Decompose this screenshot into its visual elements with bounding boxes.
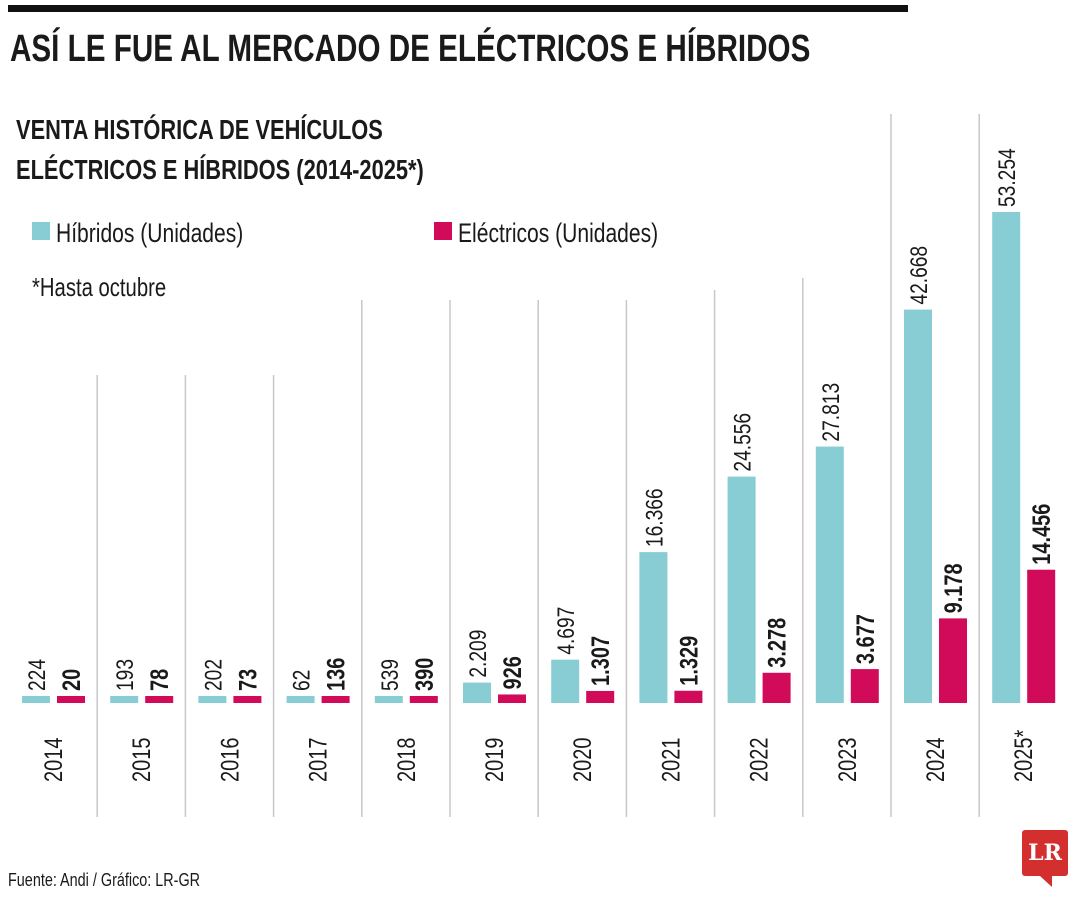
bar-electric bbox=[233, 696, 262, 703]
source-credit: Fuente: Andi / Gráfico: LR-GR bbox=[8, 870, 201, 890]
value-label-hybrid: 2.209 bbox=[464, 630, 492, 678]
bar-electric bbox=[850, 669, 879, 703]
year-label: 2020 bbox=[569, 738, 597, 782]
value-label-hybrid: 53.254 bbox=[993, 148, 1021, 207]
bar-hybrid bbox=[551, 659, 580, 703]
value-label-hybrid: 4.697 bbox=[552, 607, 580, 655]
chart-note: *Hasta octubre bbox=[32, 272, 167, 302]
year-label: 2024 bbox=[922, 738, 950, 782]
value-label-electric: 73 bbox=[234, 669, 262, 691]
value-label-hybrid: 27.813 bbox=[817, 383, 845, 442]
value-label-hybrid: 16.366 bbox=[640, 488, 668, 547]
bar-electric bbox=[57, 696, 85, 703]
value-label-hybrid: 539 bbox=[376, 659, 404, 691]
year-label: 2025* bbox=[1010, 730, 1038, 782]
bar-electric bbox=[145, 696, 174, 703]
bar-electric bbox=[762, 672, 791, 703]
bar-hybrid bbox=[286, 696, 315, 703]
bar-hybrid bbox=[904, 309, 932, 703]
year-label: 2019 bbox=[481, 738, 509, 782]
value-label-electric: 926 bbox=[499, 656, 527, 689]
bar-electric bbox=[586, 690, 615, 703]
bar-electric bbox=[409, 696, 438, 703]
value-label-electric: 1.329 bbox=[675, 636, 703, 686]
bar-electric bbox=[498, 694, 526, 703]
bar-electric bbox=[1027, 569, 1056, 703]
legend-label-electric: Eléctricos (Unidades) bbox=[458, 218, 659, 248]
value-label-electric: 9.178 bbox=[940, 563, 968, 613]
page-title: ASÍ LE FUE AL MERCADO DE ELÉCTRICOS E HÍ… bbox=[10, 28, 811, 70]
bar-hybrid bbox=[198, 696, 227, 703]
lr-logo: LR bbox=[1022, 830, 1068, 876]
bar-hybrid bbox=[992, 212, 1021, 703]
bar-hybrid bbox=[815, 446, 844, 703]
value-label-electric: 136 bbox=[323, 658, 351, 691]
year-label: 2015 bbox=[128, 738, 156, 782]
bar-hybrid bbox=[639, 552, 668, 703]
bar-electric bbox=[939, 618, 967, 703]
bar-hybrid bbox=[22, 696, 50, 703]
legend-swatch-electric bbox=[434, 222, 452, 240]
chart-title-line-2: ELÉCTRICOS E HÍBRIDOS (2014-2025*) bbox=[16, 154, 424, 185]
value-label-hybrid: 224 bbox=[23, 659, 51, 691]
value-label-hybrid: 193 bbox=[111, 659, 139, 691]
value-label-electric: 78 bbox=[146, 669, 174, 691]
value-label-electric: 3.278 bbox=[764, 618, 792, 668]
chart-title-line-1: VENTA HISTÓRICA DE VEHÍCULOS bbox=[16, 114, 383, 145]
bar-hybrid bbox=[374, 696, 403, 703]
value-label-hybrid: 42.668 bbox=[905, 246, 933, 305]
value-label-hybrid: 24.556 bbox=[729, 413, 757, 472]
value-label-electric: 390 bbox=[411, 658, 439, 691]
year-label: 2023 bbox=[834, 738, 862, 782]
year-label: 2021 bbox=[657, 738, 685, 782]
value-label-hybrid: 62 bbox=[288, 670, 316, 691]
value-label-electric: 20 bbox=[58, 669, 86, 691]
value-label-hybrid: 202 bbox=[199, 659, 227, 691]
legend-label-hybrid: Híbridos (Unidades) bbox=[56, 218, 244, 248]
year-label: 2016 bbox=[216, 738, 244, 782]
top-rule bbox=[8, 5, 908, 12]
year-label: 2018 bbox=[393, 738, 421, 782]
bar-electric bbox=[674, 690, 703, 703]
bar-hybrid bbox=[727, 476, 756, 703]
bar-electric bbox=[321, 696, 350, 703]
year-label: 2022 bbox=[746, 738, 774, 782]
value-label-electric: 3.677 bbox=[852, 614, 880, 664]
year-label: 2017 bbox=[305, 738, 333, 782]
legend-swatch-hybrid bbox=[32, 222, 50, 240]
bar-hybrid bbox=[110, 696, 139, 703]
bar-hybrid bbox=[463, 682, 491, 703]
value-label-electric: 14.456 bbox=[1028, 504, 1056, 565]
value-label-electric: 1.307 bbox=[587, 636, 615, 686]
year-label: 2014 bbox=[40, 738, 68, 782]
lr-logo-tail bbox=[1040, 876, 1052, 887]
